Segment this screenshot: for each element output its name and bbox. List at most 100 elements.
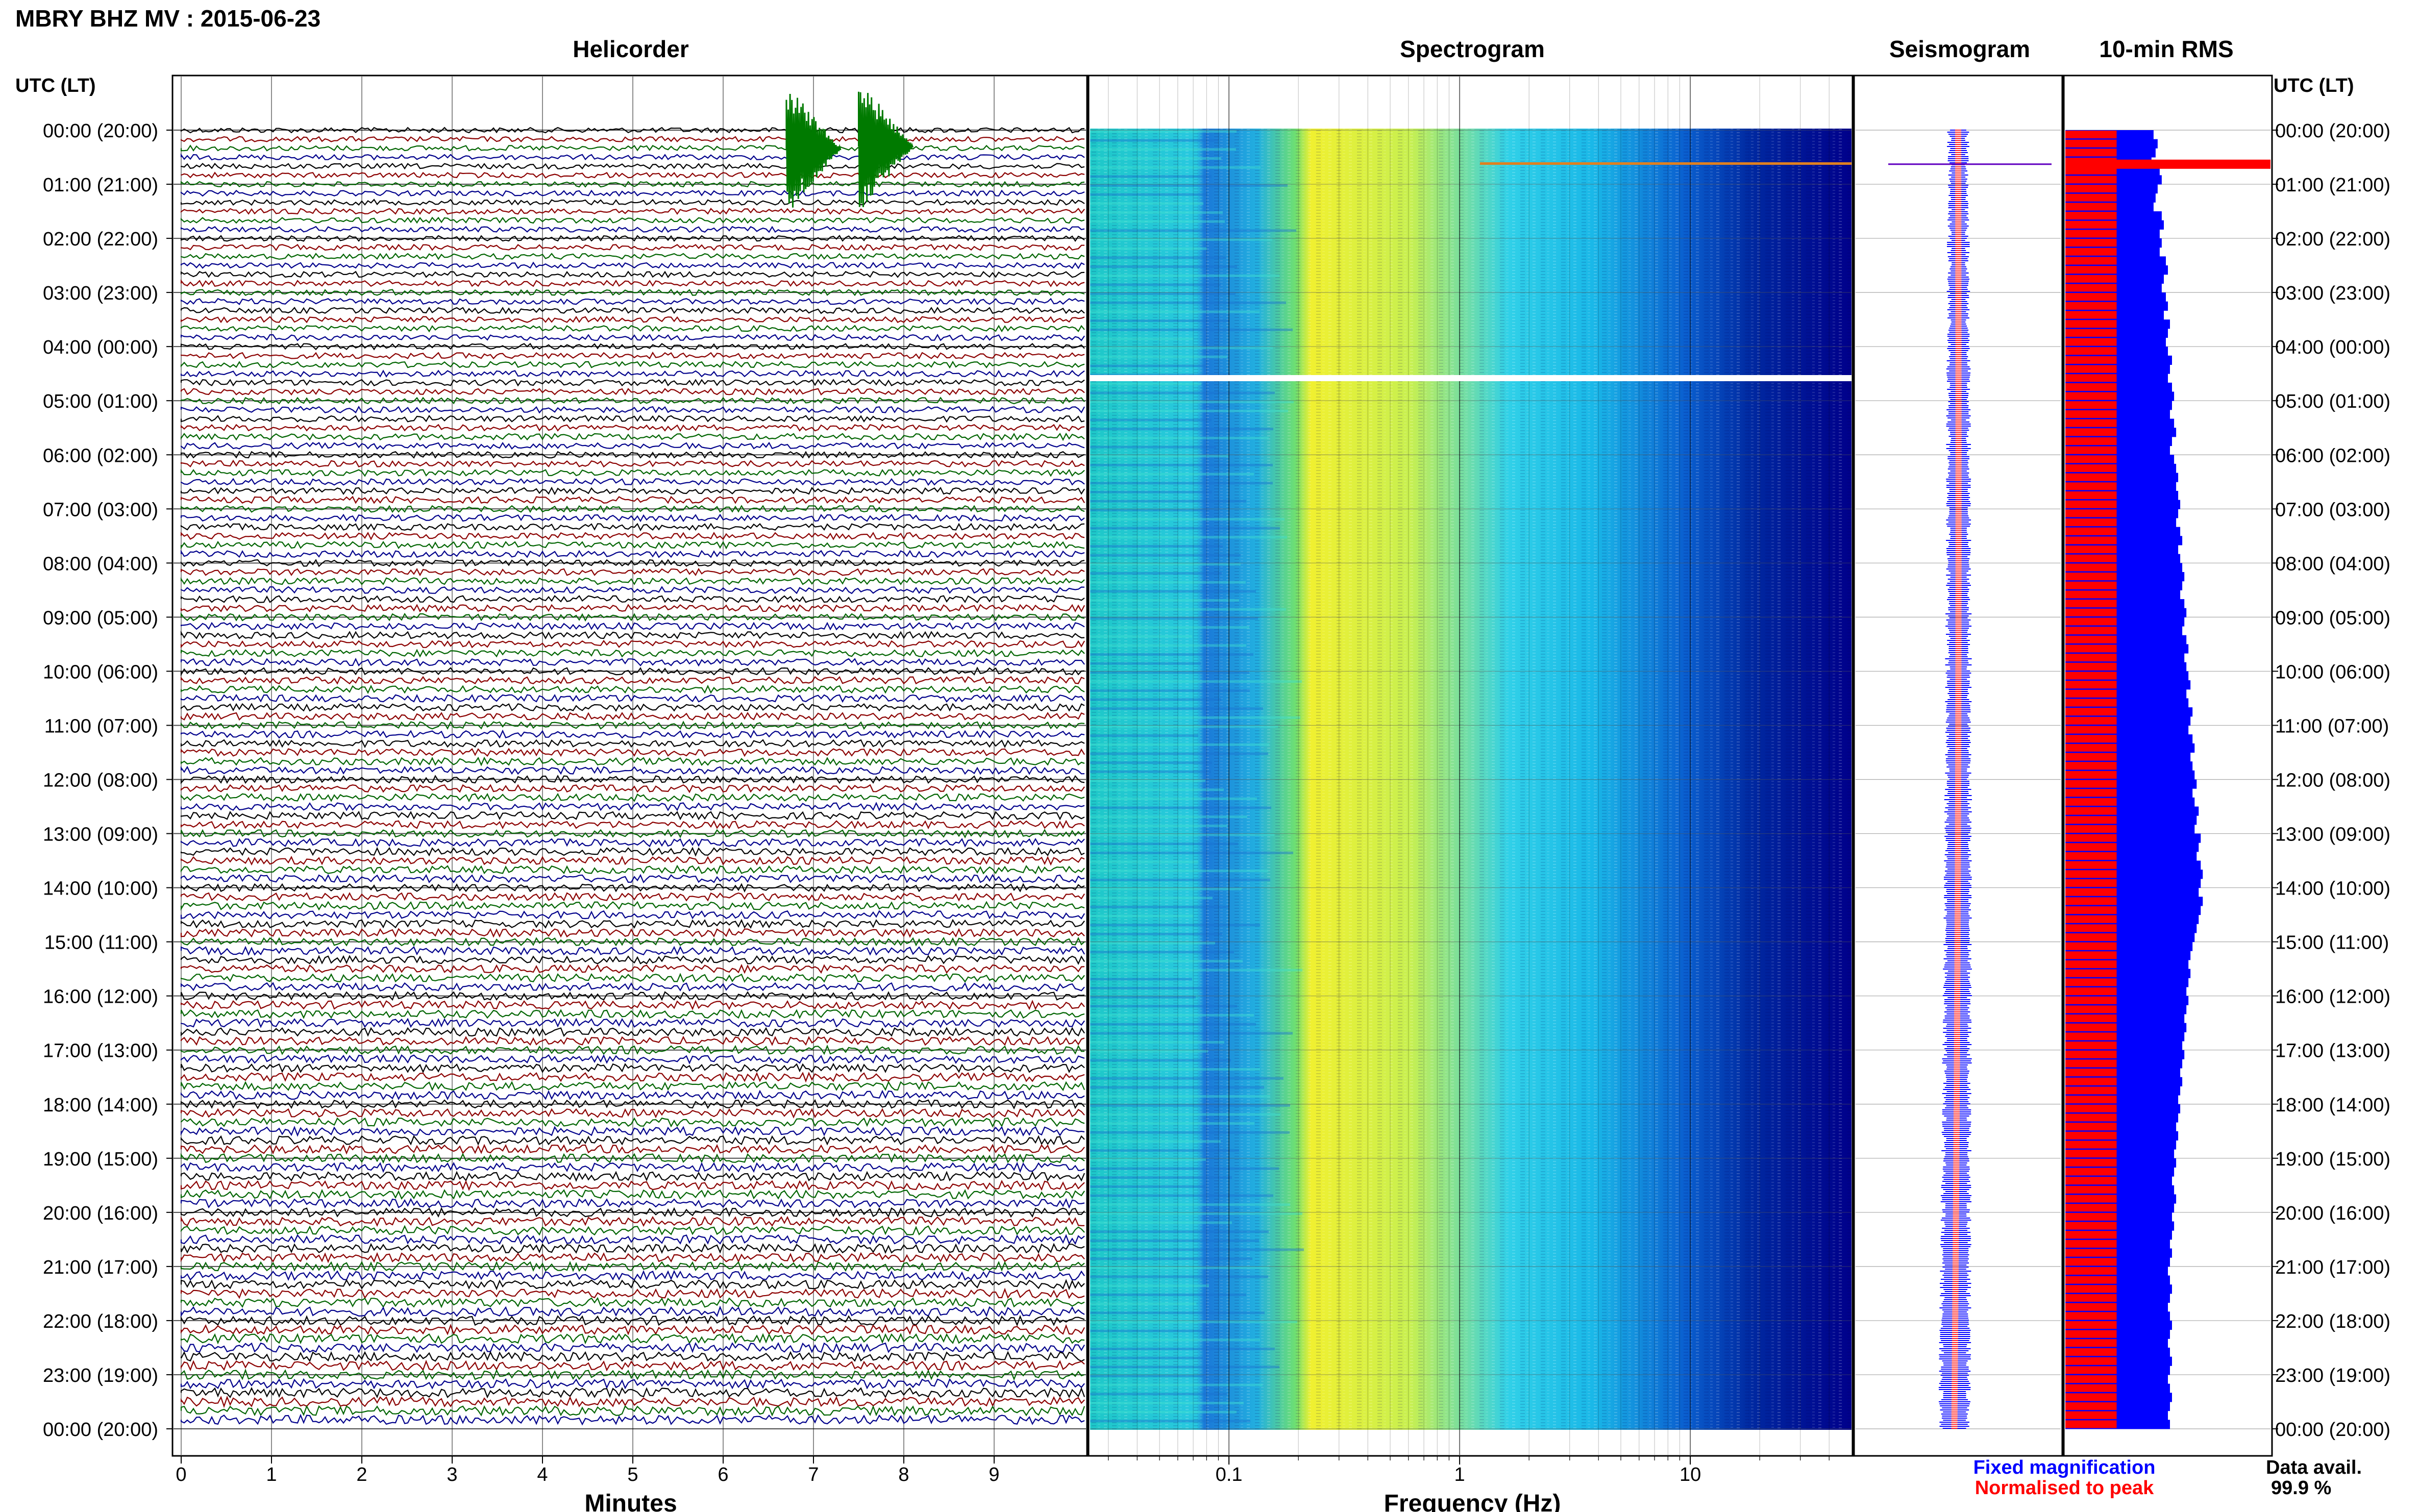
rms-normalised-bar [2065, 401, 2117, 409]
rms-normalised-bar [2065, 1185, 2117, 1194]
helicorder-trace-line [180, 756, 1085, 766]
helicorder-trace-line [180, 792, 1085, 803]
rms-normalised-bar [2065, 500, 2117, 508]
legend-normalised-to-peak: Normalised to peak [1975, 1477, 2154, 1499]
rms-normalised-bar [2065, 969, 2117, 977]
helicorder-trace-line [180, 1081, 1085, 1092]
rms-normalised-bar [2065, 1240, 2117, 1248]
helicorder-trace-line [180, 1351, 1085, 1362]
rms-normalised-bar [2065, 1348, 2117, 1356]
helicorder-trace-line [180, 810, 1085, 821]
helicorder-trace-line [180, 369, 1085, 378]
rms-normalised-bar [2065, 347, 2117, 355]
helicorder-trace-line [180, 864, 1085, 875]
rms-normalised-bar [2065, 428, 2117, 436]
helicorder-trace-line [180, 1243, 1085, 1254]
right-axis-header: UTC (LT) [2274, 75, 2354, 96]
seismogram-heading: Seismogram [1889, 36, 2030, 62]
time-label-right: 08:00 (04:00) [2275, 553, 2390, 575]
rms-normalised-bar [2065, 996, 2117, 1004]
helicorder-trace-line [180, 847, 1085, 857]
spectrogram-heading: Spectrogram [1400, 36, 1545, 62]
time-label-right: 15:00 (11:00) [2275, 932, 2389, 954]
rms-normalised-bar [2065, 1330, 2117, 1338]
time-label: 15:00 (11:00) [44, 932, 158, 954]
rms-normalised-bar [2065, 861, 2117, 869]
helicorder-trace-line [180, 1207, 1085, 1218]
helicorder-trace-line [180, 1342, 1085, 1354]
rms-normalised-bar [2065, 1050, 2117, 1058]
rms-normalised-bar [2065, 743, 2117, 752]
time-label: 00:00 (20:00) [43, 120, 158, 142]
frequency-tick-label: 10 [1680, 1464, 1701, 1485]
time-label-right: 12:00 (08:00) [2275, 770, 2390, 791]
frequency-tick-label: 1 [1454, 1464, 1465, 1485]
helicorder-trace-line [180, 765, 1085, 775]
helicorder-trace-line [180, 171, 1085, 179]
helicorder-trace-line [180, 1234, 1085, 1245]
helicorder-trace-line [180, 127, 1085, 134]
helicorder-trace-line [180, 901, 1085, 911]
rms-normalised-bar [2065, 518, 2117, 527]
rms-normalised-bar [2065, 1285, 2117, 1293]
helicorder-trace-line [180, 523, 1085, 532]
helicorder-trace-line [180, 855, 1085, 866]
helicorder-trace-line [180, 333, 1085, 341]
helicorder-event [785, 93, 842, 208]
helicorder-trace-line [180, 181, 1085, 188]
rms-normalised-bar [2065, 906, 2117, 914]
helicorder-trace-line [180, 1018, 1085, 1028]
seismogram-panel [1853, 75, 2063, 1457]
rms-normalised-bar [2065, 1077, 2117, 1085]
rms-normalised-bar [2065, 681, 2117, 689]
rms-normalised-bar [2065, 1366, 2117, 1374]
rms-normalised-bar [2065, 600, 2117, 608]
rms-normalised-bar [2065, 383, 2117, 391]
time-label: 10:00 (06:00) [43, 661, 158, 683]
rms-normalised-bar [2065, 1402, 2117, 1410]
time-label: 11:00 (07:00) [44, 715, 158, 737]
rms-normalised-bar [2065, 716, 2117, 725]
helicorder-trace-line [180, 829, 1085, 839]
time-label-right: 02:00 (22:00) [2275, 229, 2390, 250]
rms-normalised-bar [2065, 563, 2117, 572]
spectrogram-data-gap [1090, 375, 1852, 381]
rms-normalised-bar [2065, 753, 2117, 761]
helicorder-trace-line [180, 594, 1085, 604]
time-label: 04:00 (00:00) [43, 337, 158, 358]
helicorder-trace-line [180, 270, 1085, 279]
rms-normalised-bar [2065, 491, 2117, 500]
helicorder-trace-line [180, 1332, 1085, 1345]
helicorder-trace-line [180, 162, 1085, 170]
helicorder-trace-line [180, 739, 1085, 749]
rms-normalised-bar [2065, 536, 2117, 544]
helicorder-trace-line [180, 405, 1085, 414]
right-time-axis: 00:00 (20:00) 01:00 (21:00) 02:00 (22:00) 0… [2272, 120, 2390, 1441]
rms-normalised-bar [2065, 834, 2117, 842]
helicorder-trace-line [180, 693, 1085, 703]
time-label-right: 10:00 (06:00) [2275, 661, 2390, 683]
helicorder-trace-line [180, 199, 1085, 206]
helicorder-trace-line [180, 432, 1085, 441]
helicorder-trace-line [180, 883, 1085, 893]
rms-heading: 10-min RMS [2099, 36, 2233, 62]
helicorder-trace-line [180, 622, 1085, 631]
helicorder-trace-line [180, 837, 1085, 848]
rms-normalised-bar [2065, 1204, 2117, 1212]
rms-normalised-bar [2065, 1249, 2117, 1257]
time-label-right: 18:00 (14:00) [2275, 1095, 2390, 1116]
helicorder-trace-line [180, 657, 1085, 667]
data-avail-value: 99.9 % [2271, 1477, 2331, 1499]
helicorder-trace-line [180, 1405, 1085, 1417]
minutes-tick-label: 5 [627, 1464, 638, 1485]
rms-normalised-bar [2065, 825, 2117, 833]
helicorder-trace-line [180, 540, 1085, 550]
helicorder-trace-line [180, 379, 1085, 387]
time-label-right: 00:00 (20:00) [2275, 120, 2390, 142]
rms-normalised-bar [2065, 1131, 2117, 1139]
rms-normalised-bar [2065, 1411, 2117, 1419]
helicorder-trace-line [180, 1287, 1085, 1299]
minutes-axis: 0 1 2 3 4 5 6 7 8 9 [176, 1456, 1000, 1485]
helicorder-trace-line [180, 1315, 1085, 1327]
helicorder-trace-line [180, 216, 1085, 224]
